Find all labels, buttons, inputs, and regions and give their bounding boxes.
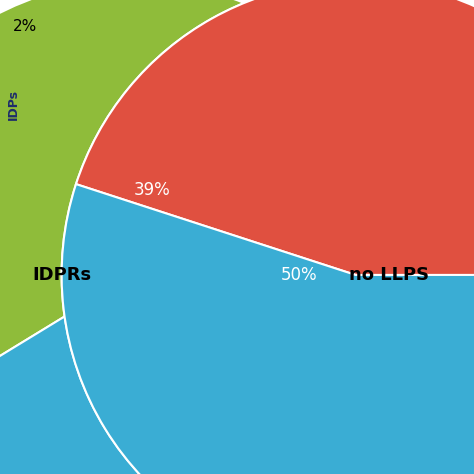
- Wedge shape: [0, 0, 427, 474]
- Wedge shape: [0, 275, 427, 474]
- Text: 2%: 2%: [13, 19, 37, 34]
- Wedge shape: [62, 0, 474, 474]
- Text: IDPRs: IDPRs: [32, 266, 91, 284]
- Text: no LLPS: no LLPS: [348, 266, 429, 284]
- Wedge shape: [0, 0, 427, 428]
- Text: IDPs: IDPs: [7, 89, 20, 120]
- Wedge shape: [62, 0, 474, 275]
- Text: 50%: 50%: [280, 266, 317, 284]
- Text: 39%: 39%: [133, 181, 170, 199]
- Wedge shape: [62, 184, 474, 474]
